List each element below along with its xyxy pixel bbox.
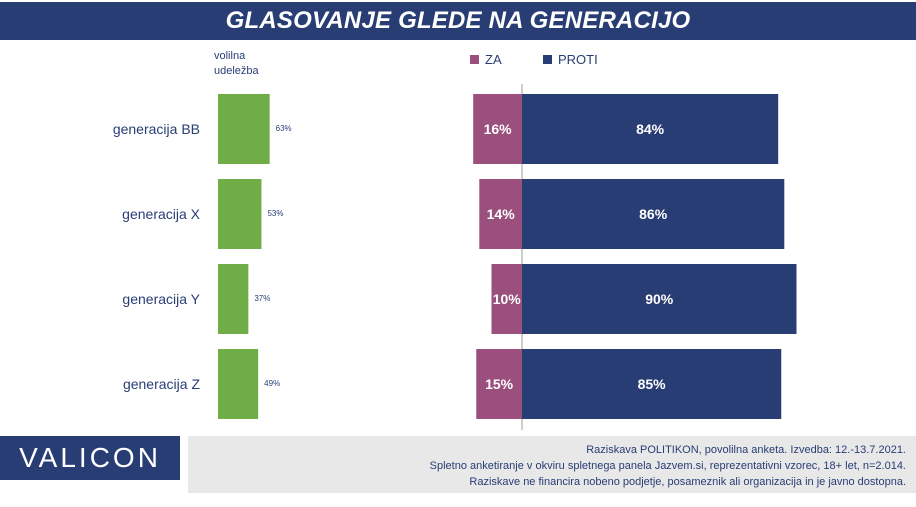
turnout-value-generacija-z: 49% xyxy=(264,379,280,388)
bar-za-generacija-z xyxy=(476,349,522,419)
turnout-bar-generacija-y xyxy=(218,264,249,334)
legend-label-proti: PROTI xyxy=(558,52,598,67)
bar-label-proti-generacija-x: 86% xyxy=(639,206,668,222)
bar-label-proti-generacija-y: 90% xyxy=(645,291,674,307)
legend-swatch-za xyxy=(470,55,479,64)
turnout-value-generacija-bb: 63% xyxy=(276,124,292,133)
turnout-value-generacija-y: 37% xyxy=(254,294,270,303)
chart-title: GLASOVANJE GLEDE NA GENERACIJO xyxy=(225,7,691,34)
bar-proti-generacija-z xyxy=(522,349,782,419)
bar-label-proti-generacija-z: 85% xyxy=(638,376,667,392)
legend-item-za: ZA xyxy=(470,52,502,67)
turnout-bar-generacija-z xyxy=(218,349,259,419)
turnout-label-line-1: volilna xyxy=(214,50,246,62)
chart-area: generacija BB 63% 16% 84% generacija X 53% 14%… xyxy=(113,84,797,430)
source-note-line-1: Raziskava POLITIKON, povolilna anketa. I… xyxy=(586,444,906,456)
turnout-label-line-2: udeležba xyxy=(214,65,259,77)
bar-label-proti-generacija-bb: 84% xyxy=(636,121,665,137)
bar-proti-generacija-x xyxy=(522,179,785,249)
turnout-axis-label: volilna udeležba xyxy=(214,49,284,79)
legend-label-za: ZA xyxy=(485,52,502,67)
turnout-bar-generacija-x xyxy=(218,179,262,249)
category-label-generacija-y: generacija Y xyxy=(122,291,200,307)
source-note: Raziskava POLITIKON, povolilna anketa. I… xyxy=(188,436,916,493)
legend-item-proti: PROTI xyxy=(543,52,598,67)
bar-proti-generacija-bb xyxy=(522,94,779,164)
category-label-generacija-z: generacija Z xyxy=(123,376,200,392)
source-note-line-3: Raziskave ne financira nobeno podjetje, … xyxy=(469,476,906,488)
bar-proti-generacija-y xyxy=(522,264,797,334)
bar-label-za-generacija-z: 15% xyxy=(485,376,514,392)
source-note-line-2: Spletno anketiranje v okviru spletnega p… xyxy=(429,460,906,472)
turnout-bar-generacija-bb xyxy=(218,94,270,164)
bar-za-generacija-bb xyxy=(473,94,522,164)
category-label-generacija-bb: generacija BB xyxy=(113,121,200,137)
bar-label-za-generacija-x: 14% xyxy=(487,206,516,222)
title-banner: GLASOVANJE GLEDE NA GENERACIJO xyxy=(0,2,916,40)
valicon-logo: VALICON xyxy=(0,436,180,480)
legend-swatch-proti xyxy=(543,55,552,64)
bar-label-za-generacija-bb: 16% xyxy=(484,121,513,137)
bar-za-generacija-y xyxy=(491,264,522,334)
logo-text: VALICON xyxy=(19,442,161,473)
category-label-generacija-x: generacija X xyxy=(122,206,200,222)
bar-label-za-generacija-y: 10% xyxy=(493,291,522,307)
turnout-value-generacija-x: 53% xyxy=(267,209,283,218)
bar-za-generacija-x xyxy=(479,179,522,249)
